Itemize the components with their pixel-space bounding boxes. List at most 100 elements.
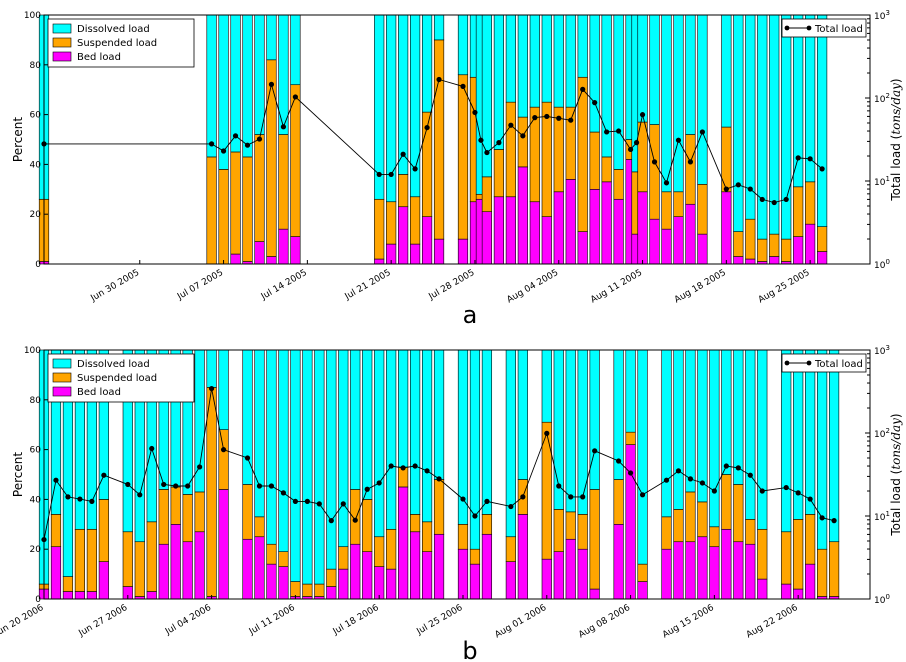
bar-bed — [266, 563, 277, 600]
legend-total-marker — [784, 25, 790, 31]
bar-dissolved — [242, 349, 253, 485]
bar-bed — [62, 591, 74, 600]
bar-dissolved — [206, 14, 217, 158]
bar-bed — [50, 546, 62, 600]
bar-suspended — [433, 479, 445, 535]
panel-label: b — [462, 637, 477, 662]
total-load-point — [101, 472, 107, 478]
bar-bed — [362, 551, 373, 600]
bar-suspended — [266, 543, 277, 565]
bar-suspended — [481, 514, 493, 535]
bar-dissolved — [314, 349, 325, 585]
y2-tick-label: 102 — [874, 427, 890, 440]
total-load-point — [280, 490, 287, 496]
bar-bed — [158, 543, 169, 600]
bar-suspended — [793, 519, 804, 590]
total-load-point — [478, 137, 484, 143]
total-load-point — [711, 488, 717, 494]
y2-tick-label: 103 — [874, 9, 890, 22]
bar-bed — [398, 206, 409, 265]
bar-bed — [338, 568, 349, 600]
x-tick-label: Jul 21 2005 — [343, 268, 393, 303]
bar-bed — [661, 548, 672, 600]
bar-suspended — [254, 516, 265, 538]
bar-suspended — [146, 521, 157, 592]
bar-dissolved — [721, 14, 732, 128]
bar-dissolved — [541, 349, 552, 423]
total-load-point — [484, 149, 490, 156]
bar-dissolved — [194, 349, 205, 493]
bar-dissolved — [817, 14, 828, 227]
bar-dissolved — [697, 14, 708, 185]
bar-bed — [553, 191, 564, 265]
total-load-point — [173, 483, 179, 489]
total-load-point — [568, 117, 574, 123]
total-load-point — [256, 136, 263, 142]
bar-bed — [398, 486, 409, 600]
x-tick-label: Jul 28 2005 — [426, 268, 476, 303]
bar-bed — [781, 583, 792, 600]
bar-dissolved — [685, 14, 696, 135]
total-load-point — [280, 124, 287, 130]
bar-suspended — [362, 499, 373, 552]
legend-total-label: Total load — [814, 24, 863, 35]
bar-suspended — [74, 528, 86, 592]
bar-suspended — [218, 169, 229, 265]
bar-dissolved — [661, 349, 672, 518]
legend: Dissolved load Suspended load Bed load — [47, 353, 195, 403]
bar-suspended — [828, 541, 840, 597]
bar-bed — [541, 216, 552, 265]
bar-suspended — [613, 479, 624, 525]
bar-bed — [326, 586, 337, 600]
legend-bed-swatch — [52, 51, 72, 62]
total-load-point — [208, 385, 215, 392]
bar-suspended — [218, 429, 229, 490]
bar-suspended — [182, 494, 193, 543]
total-load-point — [747, 472, 753, 478]
bar-dissolved — [421, 14, 433, 113]
bar-bed — [589, 189, 600, 265]
total-load-point — [316, 501, 322, 507]
bar-suspended — [457, 74, 469, 240]
total-load-point — [508, 503, 514, 510]
bar-dissolved — [673, 349, 684, 510]
bar-bed — [685, 203, 696, 265]
x-tick-label: Jul 14 2005 — [259, 268, 309, 303]
y-tick-label: 60 — [30, 111, 42, 121]
bar-suspended — [745, 519, 756, 545]
bar-dissolved — [302, 349, 313, 585]
legend-total: Total load — [781, 353, 867, 373]
bar-dissolved — [493, 14, 504, 150]
bar-bed — [541, 558, 552, 600]
bar-bed — [278, 228, 289, 265]
x-tick-label: Aug 25 2005 — [757, 268, 812, 305]
bar-suspended — [421, 521, 433, 552]
y-tick-label: 80 — [30, 396, 42, 406]
bar-bed — [194, 531, 205, 600]
bar-bed — [505, 561, 516, 600]
total-load-point — [759, 488, 765, 494]
bar-suspended — [98, 499, 109, 562]
y-tick-label: 0 — [35, 595, 41, 605]
bar-bed — [410, 531, 421, 600]
bar-dissolved — [266, 349, 277, 545]
legend-dissolved-label: Dissolved load — [77, 24, 150, 35]
bar-suspended — [290, 581, 301, 597]
bar-bed — [182, 541, 193, 600]
bar-dissolved — [733, 349, 744, 485]
x-tick-label: Jul 25 2006 — [415, 603, 465, 638]
legend-dissolved-swatch — [52, 358, 72, 369]
bar-suspended — [457, 523, 469, 550]
bar-suspended — [613, 169, 624, 200]
total-load-point — [412, 166, 418, 172]
bar-suspended — [194, 491, 205, 533]
bar-suspended — [158, 489, 169, 545]
legend-dissolved-swatch — [52, 23, 72, 34]
y-tick-label: 100 — [24, 346, 41, 356]
bar-suspended — [374, 536, 385, 567]
bar-suspended — [673, 509, 684, 543]
y2-tick-label: 102 — [874, 92, 890, 105]
bar-suspended — [493, 149, 504, 198]
y2-tick-label: 101 — [874, 175, 890, 188]
bar-suspended — [553, 509, 564, 552]
